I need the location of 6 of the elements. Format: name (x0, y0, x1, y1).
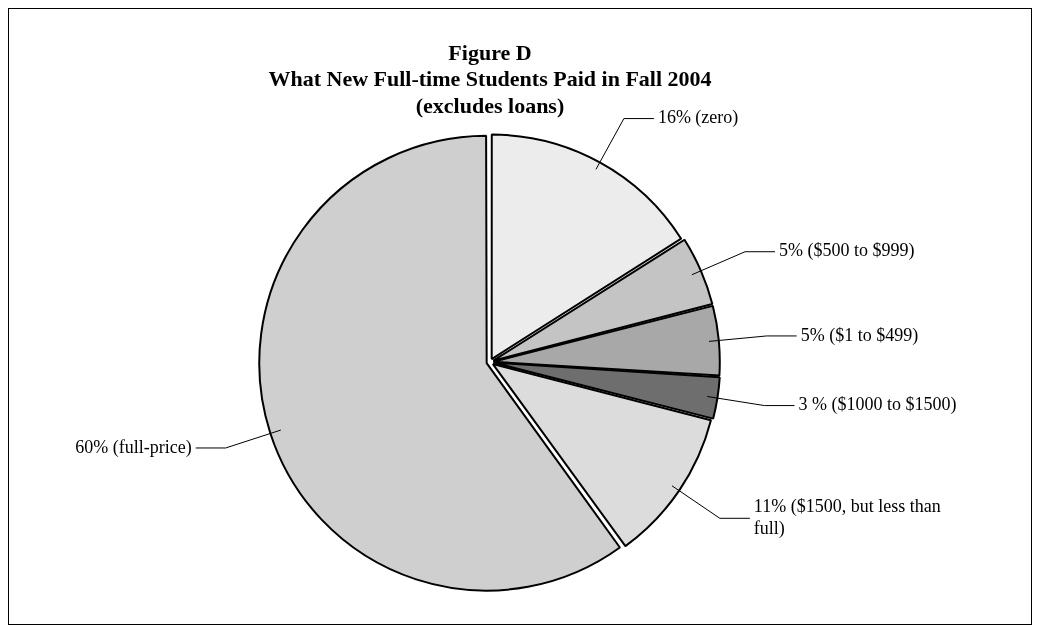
slice-label: 60% (full-price) (75, 436, 192, 458)
slice-label: 5% ($1 to $499) (800, 324, 919, 346)
slice-label: 11% ($1500, but less than full) (753, 496, 941, 540)
slice-label: 3 % ($1000 to $1500) (798, 394, 957, 416)
slice-label: 16% (zero) (657, 107, 739, 129)
slice-label: 5% ($500 to $999) (779, 240, 915, 262)
